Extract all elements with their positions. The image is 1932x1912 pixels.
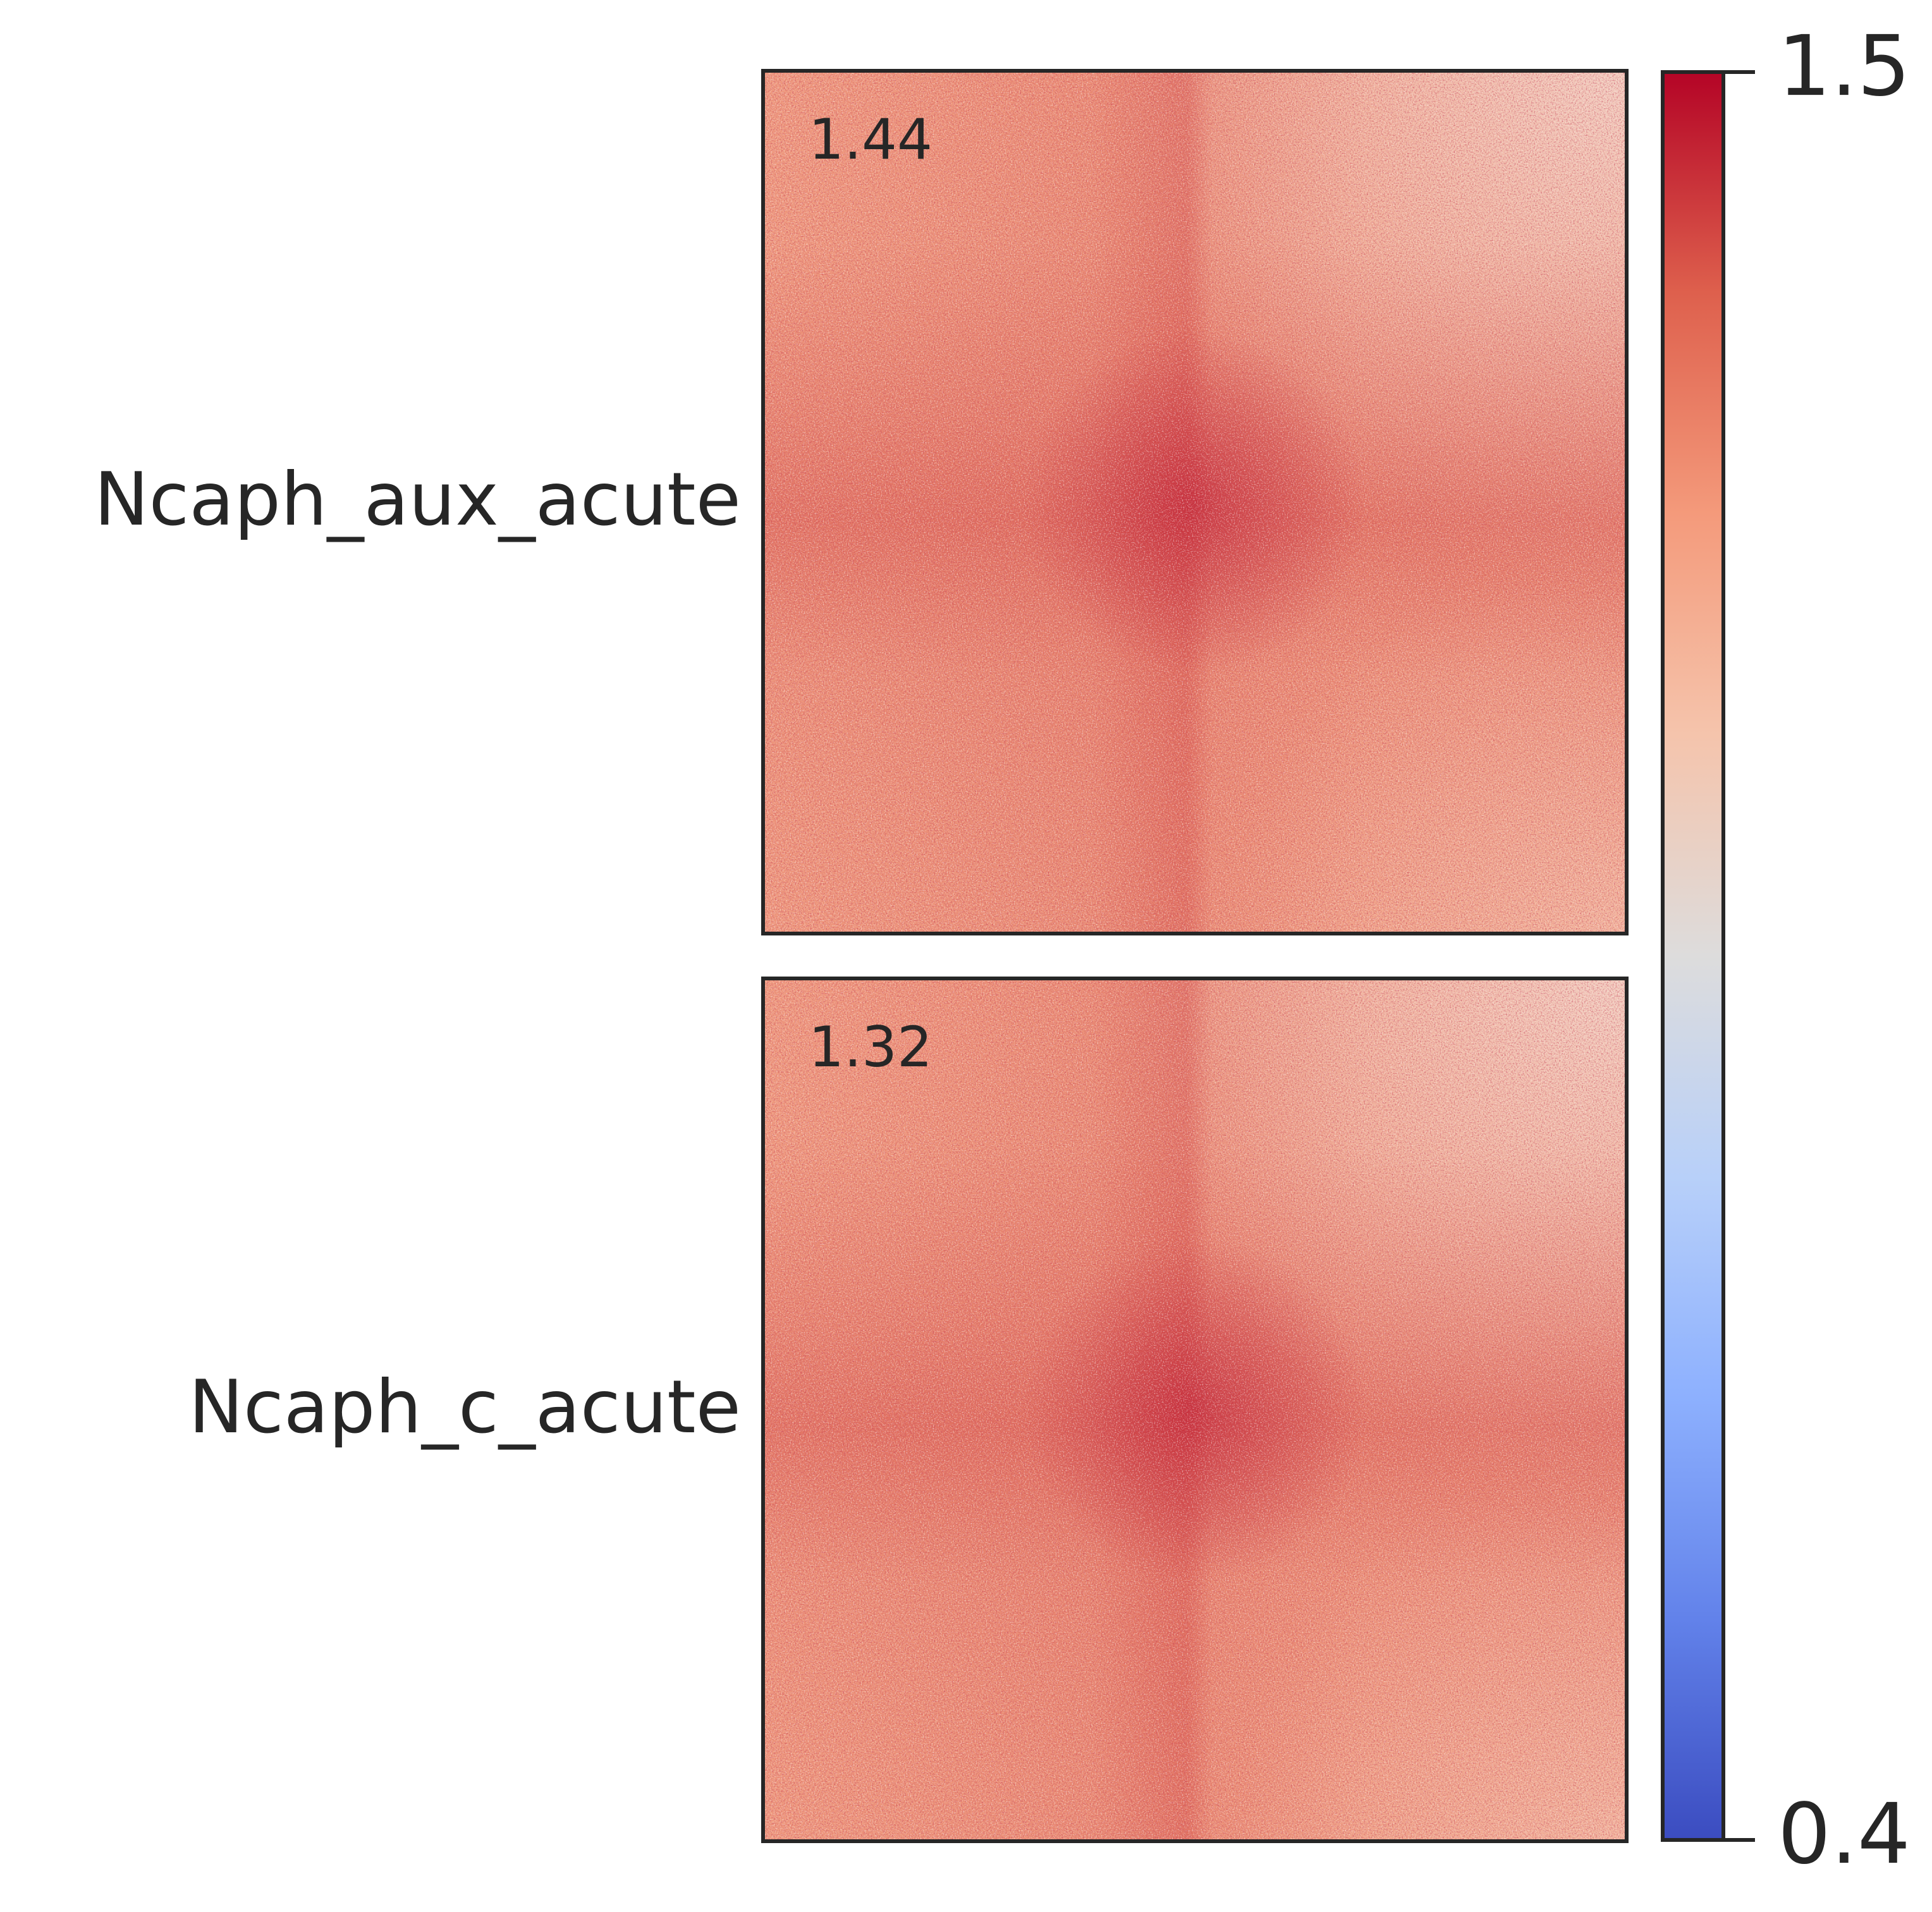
- heatmap-noise: [763, 978, 1627, 1841]
- row-label: Ncaph_aux_acute: [94, 457, 741, 542]
- heatmap-noise: [763, 71, 1627, 934]
- panel-annotation: 1.44: [809, 107, 932, 172]
- heatmap-panel: 1.32 Ncaph_c_acute: [188, 977, 1629, 1843]
- heatmap-panel: 1.44 Ncaph_aux_acute: [94, 69, 1629, 935]
- colorbar: [1661, 70, 1725, 1842]
- row-label: Ncaph_c_acute: [188, 1365, 741, 1450]
- panel-annotation: 1.32: [809, 1014, 932, 1080]
- colorbar-tick-label: 1.5: [1778, 18, 1911, 115]
- panel-frame: [761, 69, 1629, 935]
- panel-frame: [761, 977, 1629, 1843]
- colorbar-tick-label: 0.4: [1778, 1786, 1911, 1883]
